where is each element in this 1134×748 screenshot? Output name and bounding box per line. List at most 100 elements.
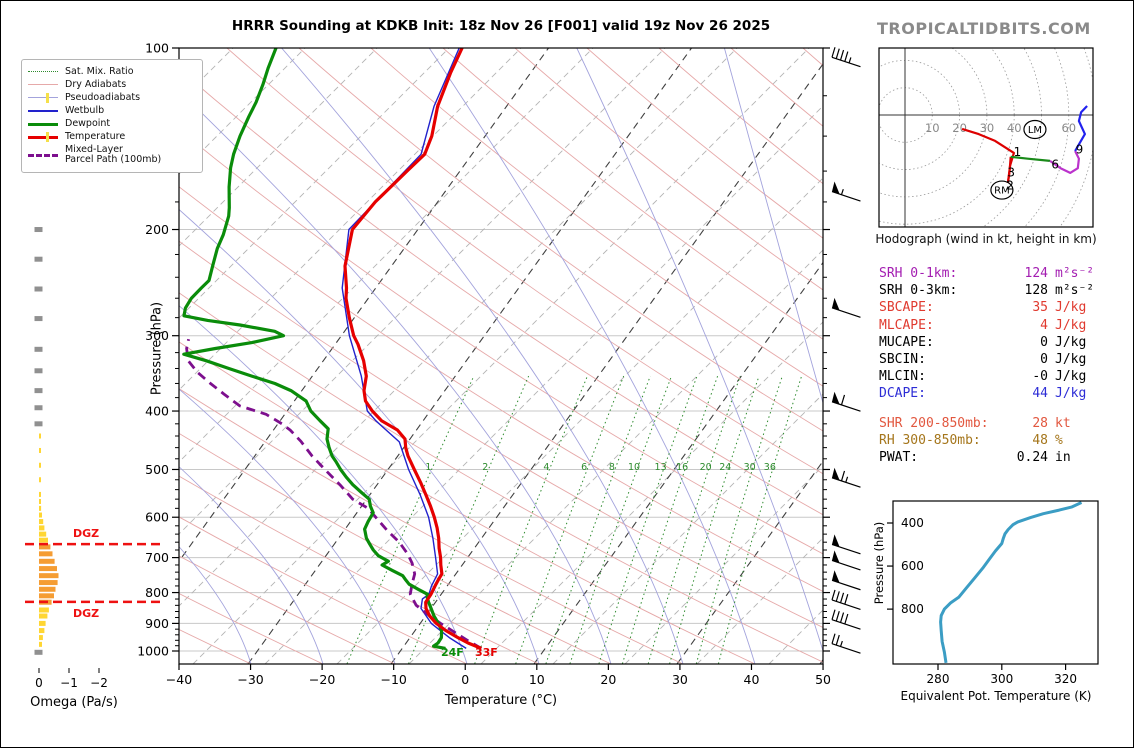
omega-bar [34, 388, 43, 394]
stat-value: 44 [1032, 386, 1048, 402]
omega-tick-label: 0 [35, 676, 43, 690]
temp-tick-label: 10 [529, 672, 545, 687]
omega-bar [39, 477, 41, 483]
wind-barb [831, 467, 861, 488]
stat-label: MLCIN: [879, 369, 926, 385]
stat-unit: J/kg [1055, 300, 1087, 316]
thetae-ytick-label: 600 [901, 559, 924, 573]
thetae-xtick-label: 300 [990, 672, 1013, 686]
stat-value: 0.24 [1016, 450, 1048, 466]
stat-value: 128 [1024, 283, 1048, 299]
omega-bar [39, 566, 57, 572]
legend-label: Pseudoadiabats [65, 91, 141, 103]
wind-barb [831, 609, 861, 630]
omega-tick-label: −1 [60, 676, 78, 690]
skewt-plot-area: 1 2 4 6 8 10 13 16 20 24 30 36 [179, 48, 823, 664]
omega-bar [39, 433, 41, 439]
stat-row-sbcin: SBCIN: 0 J/kg [879, 351, 1111, 368]
mixing-ratio-label: 10 [628, 462, 640, 473]
stat-value: -0 [1032, 369, 1048, 385]
pressure-tick-label: 100 [145, 41, 169, 56]
omega-bar [34, 421, 43, 427]
pressure-tick-label: 500 [145, 462, 169, 477]
surface-dewpoint-label: 24F [441, 646, 464, 659]
temp-tick-label: 20 [600, 672, 616, 687]
mixing-ratio-label: 1 [425, 462, 431, 473]
mixing-ratio-label: 2 [482, 462, 488, 473]
omega-bar [34, 346, 43, 352]
hodo-segment-6-9km [1049, 150, 1081, 174]
pressure-tick-label: 700 [145, 550, 169, 565]
stat-row-sbcape: SBCAPE: 35 J/kg [879, 299, 1111, 316]
mixing-ratio-label: 6 [581, 462, 587, 473]
hodo-ring-label: 40 [1007, 121, 1022, 135]
thetae-curve [939, 501, 1083, 664]
mixing-ratio-label: 30 [744, 462, 756, 473]
omega-bar [39, 519, 44, 525]
mixing-ratio-label: 20 [700, 462, 712, 473]
hodo-height-label: 1 [1014, 145, 1022, 159]
omega-bar [39, 512, 42, 518]
wind-barb [831, 181, 861, 202]
mixing-ratio-label: 13 [655, 462, 667, 473]
legend-item-sat-mix-ratio: Sat. Mix. Ratio [28, 66, 196, 78]
stats-panel: SRH 0-1km: 124 m²s⁻² SRH 0-3km: 128 m²s⁻² SBCA… [879, 265, 1111, 466]
svg-text:RM: RM [994, 186, 1010, 197]
legend-label: Temperature [65, 130, 126, 142]
svg-text:LM: LM [1028, 125, 1042, 136]
stat-row-srh-0-1km: SRH 0-1km: 124 m²s⁻² [879, 265, 1111, 282]
stat-label: SBCAPE: [879, 300, 934, 316]
stat-value: 48 [1032, 432, 1048, 448]
wind-barb [831, 550, 861, 571]
hodo-ring-label: 60 [1061, 121, 1076, 135]
dgz-label-lower: DGZ [73, 607, 100, 620]
parcel-path-line-sample [28, 150, 58, 160]
legend: Sat. Mix. Ratio Dry Adiabats Pseudoadiabat… [21, 59, 203, 174]
hodo-height-label: 2 [1006, 178, 1014, 192]
surface-temp-label: 33F [475, 646, 498, 659]
wind-barb [831, 589, 861, 611]
stat-value: 4 [1040, 317, 1048, 333]
omega-bar [39, 505, 42, 511]
stat-unit: J/kg [1055, 386, 1087, 402]
stat-unit: kt [1055, 415, 1071, 431]
omega-bar [39, 620, 46, 626]
stat-label: PWAT: [879, 450, 919, 466]
legend-item-wetbulb: Wetbulb [28, 105, 196, 117]
omega-bar [39, 498, 41, 504]
temp-tick-label: 40 [744, 672, 760, 687]
profile-dewpoint [182, 48, 446, 650]
thetae-plot [939, 501, 1083, 664]
stat-row-srh-0-3km: SRH 0-3km: 128 m²s⁻² [879, 282, 1111, 299]
storm-motion-rm: RM [990, 180, 1014, 200]
pseudoadiabats-line-sample [28, 93, 58, 104]
temp-tick-label: 30 [672, 672, 688, 687]
stat-row-dcape: DCAPE: 44 J/kg [879, 385, 1111, 402]
stat-unit: in [1055, 450, 1071, 466]
profile-temperature [343, 48, 482, 650]
stat-unit: m²s⁻² [1055, 283, 1095, 299]
wind-barb [831, 534, 861, 555]
wind-barb [831, 570, 861, 591]
stat-value: 124 [1024, 266, 1048, 281]
omega-bar [39, 551, 53, 557]
legend-item-dry-adiabats: Dry Adiabats [28, 79, 196, 91]
hodo-ring-label: 10 [925, 121, 940, 135]
temperature-line-sample [28, 132, 58, 143]
stat-unit: m²s⁻² [1055, 266, 1095, 281]
wetbulb-line-sample [28, 106, 58, 116]
mixing-ratio-label: 24 [719, 462, 731, 473]
pressure-tick-label: 900 [145, 616, 169, 631]
omega-bar [34, 368, 43, 374]
pressure-tick-label: 1000 [137, 644, 169, 659]
omega-bar [39, 558, 55, 564]
hodo-segment-9-12km [1074, 105, 1088, 152]
thetae-ytick-label: 800 [901, 602, 924, 616]
omega-bar [34, 227, 43, 233]
stat-label: MLCAPE: [879, 317, 934, 333]
watermark: TROPICALTIDBITS.COM [877, 19, 1091, 38]
hodo-segment-0-2km [961, 127, 1016, 184]
hodo-height-label: 3 [1007, 165, 1015, 179]
stat-label: SRH 0-1km: [879, 266, 958, 281]
